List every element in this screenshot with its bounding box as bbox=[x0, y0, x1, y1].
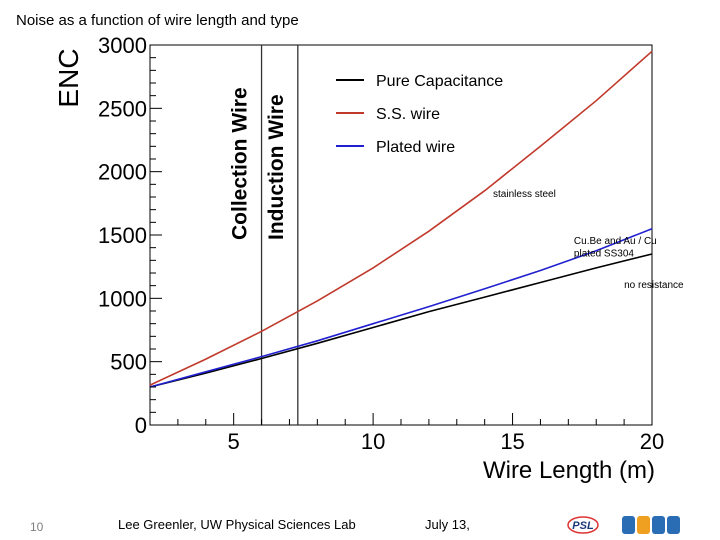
footer-author: Lee Greenler, UW Physical Sciences Lab bbox=[118, 517, 356, 532]
x-tick-label: 10 bbox=[361, 429, 385, 454]
y-tick-label: 1500 bbox=[98, 223, 147, 248]
series-line bbox=[149, 50, 653, 386]
y-tick-label: 0 bbox=[135, 413, 147, 438]
series-line bbox=[149, 227, 653, 388]
svg-text:PSL: PSL bbox=[572, 520, 594, 532]
legend-entry: Pure Capacitance bbox=[376, 73, 503, 90]
page-number: 10 bbox=[30, 520, 44, 534]
x-tick-label: 5 bbox=[228, 429, 240, 454]
vertical-marker-label: Induction Wire bbox=[265, 94, 288, 240]
vertical-marker-label: Collection Wire bbox=[229, 87, 252, 240]
y-tick-label: 2500 bbox=[98, 96, 147, 121]
chart-annotation: stainless steel bbox=[493, 189, 556, 200]
legend-entry: S.S. wire bbox=[376, 106, 440, 123]
slide-title: Noise as a function of wire length and t… bbox=[16, 12, 299, 29]
footer-date: July 13, bbox=[425, 517, 470, 532]
x-tick-label: 20 bbox=[640, 429, 664, 454]
x-axis-label: Wire Length (m) bbox=[483, 457, 655, 484]
dune-logo-icon bbox=[622, 516, 680, 534]
y-axis-label: ENC bbox=[53, 48, 84, 107]
psl-logo-icon: PSL bbox=[567, 516, 599, 534]
legend-entry: Plated wire bbox=[376, 139, 455, 156]
x-tick-label: 15 bbox=[500, 429, 524, 454]
y-tick-label: 3000 bbox=[98, 33, 147, 58]
y-tick-label: 500 bbox=[110, 350, 147, 375]
chart-annotation: no resistance bbox=[624, 280, 684, 291]
chart-annotation: Cu.Be and Au / Cu bbox=[574, 236, 657, 247]
series-line bbox=[149, 253, 653, 388]
y-tick-label: 2000 bbox=[98, 160, 147, 185]
chart-annotation: plated SS304 bbox=[574, 249, 634, 260]
y-tick-label: 1000 bbox=[98, 286, 147, 311]
